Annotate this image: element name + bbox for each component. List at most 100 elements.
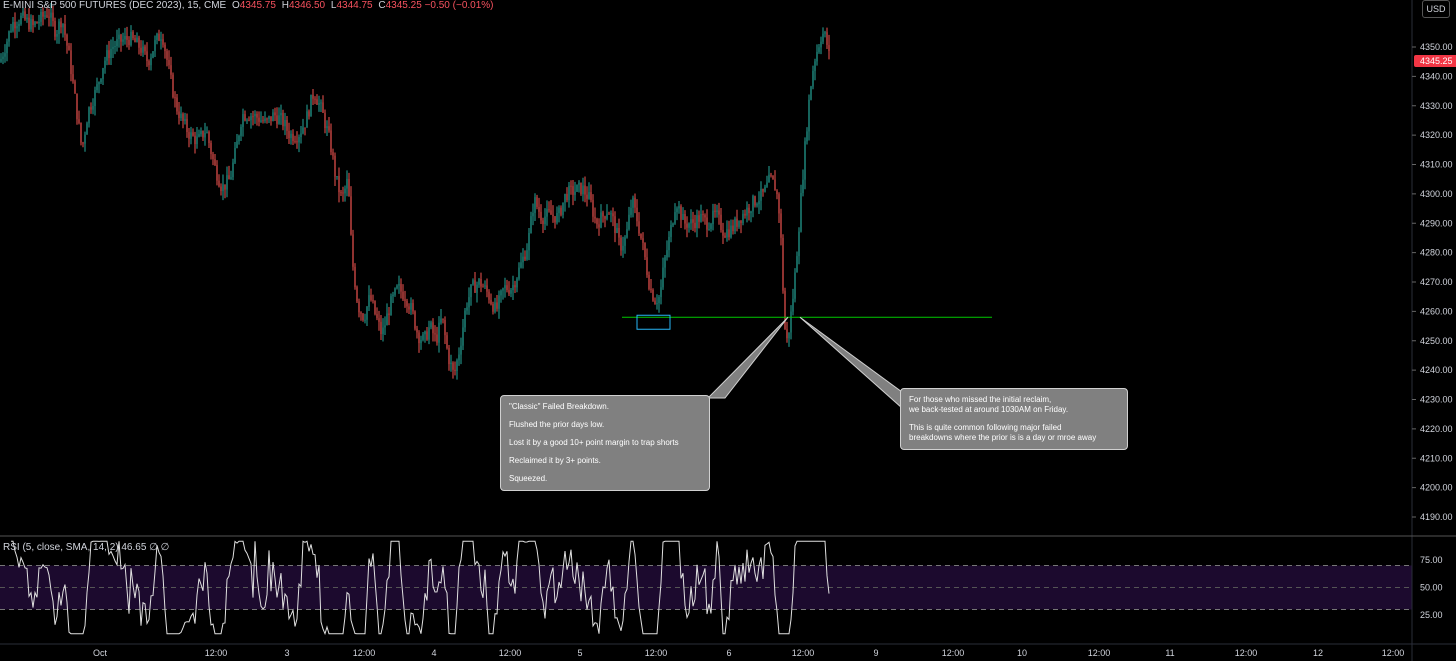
candle-body (270, 116, 272, 122)
candle-body (332, 152, 334, 156)
candle-body (494, 302, 496, 312)
candle-body (734, 218, 736, 232)
candle-body (652, 289, 654, 301)
candle-body (718, 210, 720, 215)
left-annotation-note[interactable]: "Classic" Failed Breakdown. Flushed the … (500, 395, 710, 491)
candle-body (126, 35, 128, 40)
candle-body (666, 250, 668, 258)
candle-body (542, 220, 544, 225)
rsi-header: RSI (5, close, SMA, 14, 2) 46.65 ∅ ∅ (3, 542, 170, 553)
candle-body (772, 175, 774, 180)
candle-body (656, 303, 658, 305)
candle-body (28, 17, 30, 30)
candle-body (228, 175, 230, 180)
candle-body (490, 299, 492, 304)
candle-body (172, 74, 174, 98)
candle-body (124, 35, 126, 40)
candle-body (702, 214, 704, 216)
candle-body (560, 207, 562, 215)
candle-body (300, 133, 302, 137)
candle-body (2, 56, 4, 59)
candle-body (622, 245, 624, 251)
level-line[interactable] (622, 314, 992, 330)
candle-body (234, 148, 236, 163)
candle-body (812, 70, 814, 87)
candle-body (262, 120, 264, 122)
candle-body (348, 178, 350, 197)
candle-body (400, 283, 402, 292)
candle-body (476, 284, 478, 293)
candle-body (516, 278, 518, 288)
candle-body (604, 216, 606, 219)
candle-body (192, 132, 194, 136)
candle-body (496, 302, 498, 309)
candle-body (686, 223, 688, 228)
candle-body (650, 289, 652, 291)
candle-body (174, 97, 176, 99)
candle-body (514, 285, 516, 288)
candle-body (114, 46, 116, 48)
candle-body (200, 130, 202, 135)
low-value: 4344.75 (336, 0, 373, 11)
candle-body (290, 133, 292, 139)
candle-body (370, 295, 372, 301)
candle-body (94, 90, 96, 106)
candle-body (64, 23, 66, 35)
candle-body (116, 39, 118, 47)
candle-body (742, 213, 744, 224)
candle-body (766, 182, 768, 187)
candle-body (358, 301, 360, 313)
candle-body (410, 303, 412, 310)
time-tick-label: 12:00 (942, 648, 965, 658)
change-value: −0.50 (−0.01%) (424, 0, 494, 11)
candle-body (366, 306, 368, 320)
candle-body (106, 50, 108, 61)
price-tick-label: 4310.00 (1420, 160, 1453, 170)
candle-body (60, 21, 62, 28)
time-tick-label: 4 (431, 648, 436, 658)
price-tick-label: 4240.00 (1420, 365, 1453, 375)
candle-body (378, 318, 380, 322)
candle-body (756, 204, 758, 206)
candle-body (32, 19, 34, 25)
candle-body (776, 190, 778, 195)
candle-body (276, 115, 278, 124)
candle-body (506, 285, 508, 291)
candle-body (112, 46, 114, 49)
low-key: L (330, 0, 337, 11)
candle-body (626, 229, 628, 238)
candle-body (826, 32, 828, 45)
candle-body (634, 197, 636, 208)
candle-body (446, 335, 448, 349)
candle-body (156, 33, 158, 41)
candle-body (396, 285, 398, 289)
time-tick-label: 10 (1017, 648, 1027, 658)
candle-body (206, 131, 208, 133)
candle-body (528, 232, 530, 251)
candle-body (704, 215, 706, 218)
candle-body (306, 111, 308, 128)
time-tick-label: 12:00 (645, 648, 668, 658)
candle-body (630, 207, 632, 215)
currency-button[interactable]: USD (1422, 0, 1450, 18)
candle-body (612, 213, 614, 217)
candle-body (564, 193, 566, 203)
candle-body (714, 210, 716, 212)
candle-body (532, 212, 534, 217)
candle-body (792, 298, 794, 312)
candle-body (480, 278, 482, 287)
candle-body (272, 112, 274, 122)
candle-body (610, 213, 612, 215)
candle-body (6, 41, 8, 54)
candle-body (82, 142, 84, 144)
last-price-label: 4345.25 (1420, 56, 1453, 66)
rsi-tick-label: 50.00 (1420, 583, 1443, 593)
candle-body (322, 102, 324, 113)
right-annotation-note[interactable]: For those who missed the initial reclaim… (900, 388, 1128, 450)
candle-body (636, 207, 638, 222)
candle-body (674, 212, 676, 224)
candle-body (596, 218, 598, 225)
price-tick-label: 4210.00 (1420, 453, 1453, 463)
